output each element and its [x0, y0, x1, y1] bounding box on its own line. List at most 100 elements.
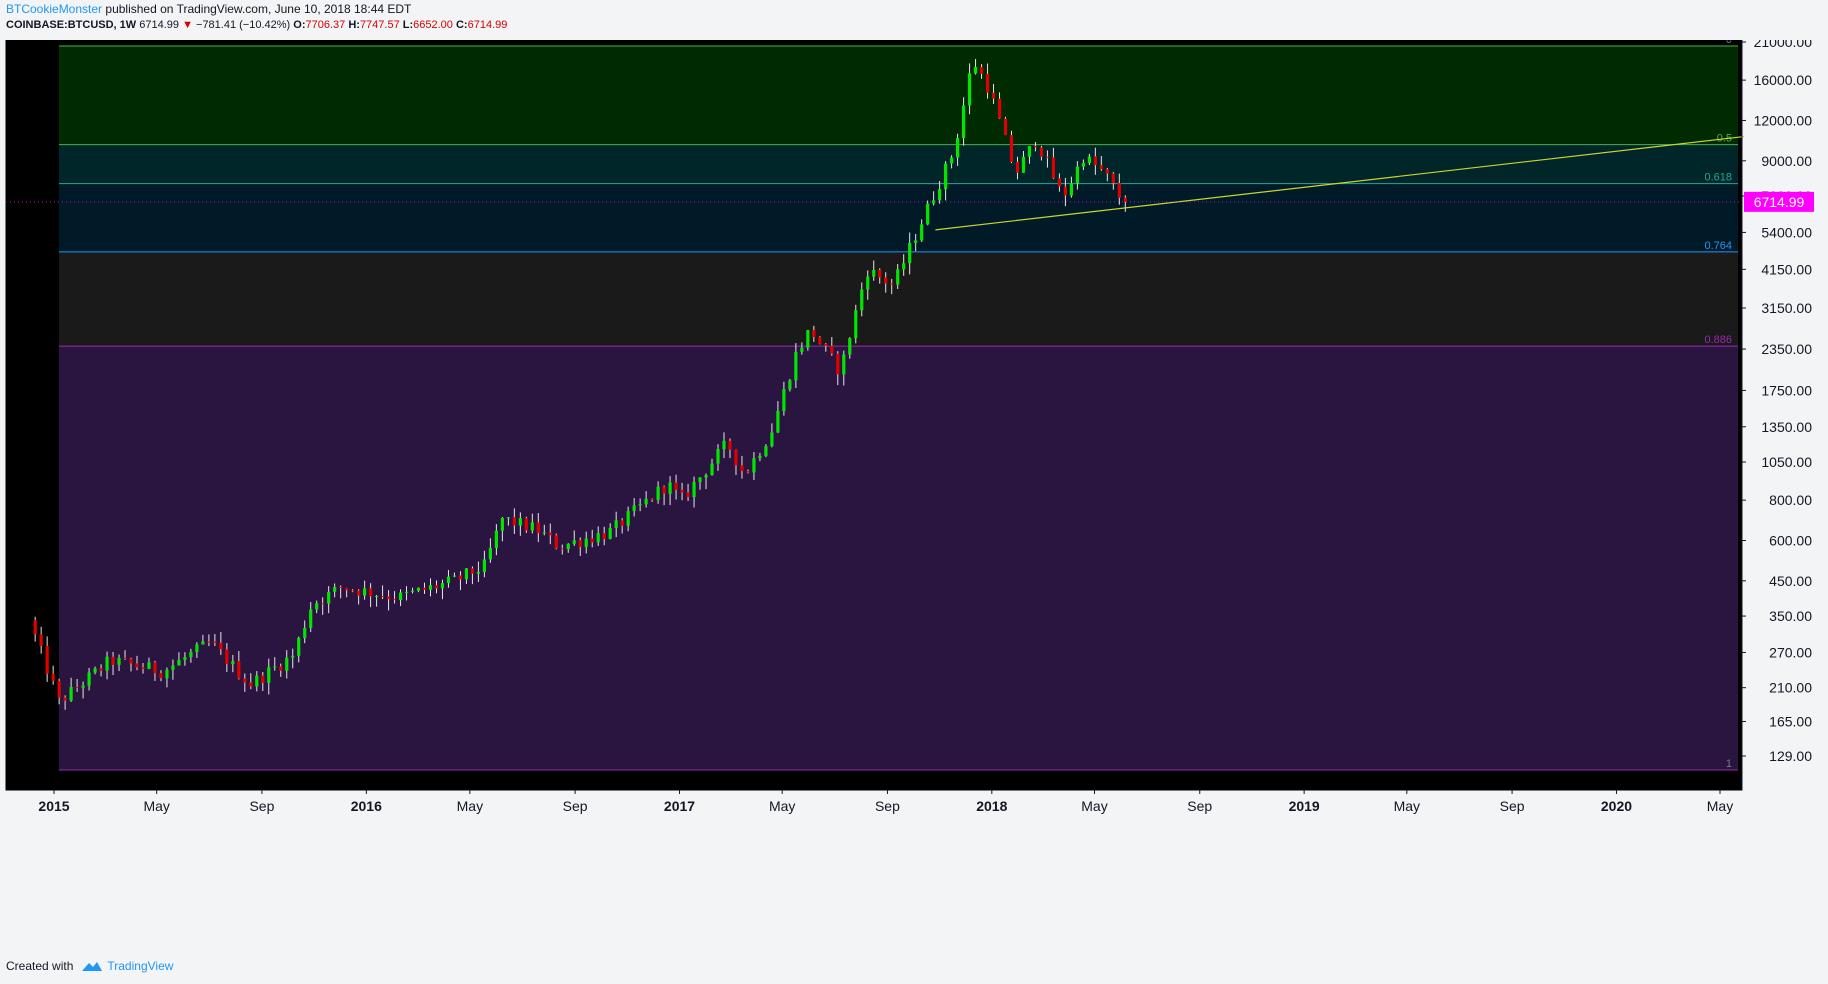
tradingview-logo-icon [82, 962, 103, 971]
candle-body [578, 540, 582, 547]
candle-body [758, 455, 762, 459]
candle-body [950, 157, 954, 164]
x-tick-label: May [1081, 798, 1107, 814]
candle-body [446, 576, 451, 584]
candle-body [81, 685, 85, 688]
candle-body [213, 641, 217, 643]
candle-body [668, 482, 672, 494]
x-tick-label: May [769, 798, 795, 814]
y-tick-label: 129.00 [1769, 748, 1812, 764]
candle-body [147, 662, 151, 669]
candle-body [99, 668, 103, 671]
candle-body [231, 661, 235, 665]
candle-body [920, 224, 924, 241]
candle-body [704, 475, 708, 478]
candle-body [626, 511, 630, 526]
candle-body [1087, 156, 1091, 164]
candle-body [261, 675, 265, 683]
candle-body [602, 533, 606, 539]
candle-body [117, 657, 121, 665]
candle-body [908, 242, 912, 264]
candle-body [740, 465, 744, 472]
x-tick-label: Sep [563, 798, 588, 814]
author-link[interactable]: BTCookieMonster [6, 2, 103, 16]
y-tick-label: 12000.00 [1754, 112, 1813, 128]
x-tick-label: 2017 [664, 798, 695, 814]
candle-body [93, 668, 97, 673]
x-tick-label: Sep [249, 798, 274, 814]
candle-body [656, 486, 660, 501]
candle-body [351, 590, 355, 592]
candle-body [800, 347, 804, 353]
change-arrow-icon: ▼ [182, 19, 193, 31]
x-tick-label: 2019 [1289, 798, 1320, 814]
symbol-label[interactable]: COINBASE:BTCUSD, 1W [6, 19, 137, 31]
candle-body [111, 656, 115, 665]
candle-body [518, 518, 522, 526]
y-tick-label: 3150.00 [1761, 300, 1812, 316]
candle-body [189, 652, 193, 658]
candle-body [1015, 161, 1020, 173]
candle-body [1003, 118, 1008, 136]
candle-body [368, 588, 373, 597]
candle-body [854, 310, 858, 339]
last-price: 6714.99 [139, 19, 179, 31]
candle-body [979, 66, 984, 74]
candle-body [303, 627, 307, 639]
y-tick-label: 4150.00 [1761, 261, 1812, 277]
close-value: 6714.99 [467, 19, 508, 31]
candle-body [662, 486, 666, 494]
candle-body [410, 590, 415, 592]
candle-body [842, 354, 846, 375]
candle-body [374, 596, 379, 598]
x-tick-label: 2018 [976, 798, 1007, 814]
candle-body [632, 505, 636, 512]
candle-body [165, 669, 169, 679]
candle-body [476, 571, 481, 574]
candle-body [644, 498, 648, 505]
candle-body [363, 588, 367, 596]
candle-body [273, 666, 277, 668]
x-axis: 2015 May Sep 2016 May Sep 2017 May Sep 2018 May Sep… [38, 790, 1733, 814]
x-tick-label: May [457, 798, 483, 814]
candle-body [315, 603, 319, 610]
candle-body [345, 587, 349, 591]
candle-body [590, 538, 594, 543]
high-label: H: [348, 19, 360, 31]
candle-body [207, 641, 211, 643]
candle-body [1009, 135, 1014, 162]
candle-body [39, 634, 43, 646]
candle-body [955, 138, 960, 158]
candle-body [57, 680, 61, 698]
tradingview-link[interactable]: TradingView [81, 959, 173, 973]
candle-body [896, 269, 900, 285]
candle-body [1039, 147, 1044, 157]
candle-body [428, 585, 433, 590]
candle-body [866, 276, 870, 290]
candle-body [452, 575, 457, 577]
candle-body [524, 518, 528, 531]
candle-body [991, 92, 996, 99]
candle-body [746, 471, 750, 473]
candle-body [1069, 183, 1073, 196]
candle-body [614, 520, 618, 528]
candle-body [159, 673, 163, 679]
candle-body [105, 656, 109, 671]
x-tick-label: 2020 [1601, 798, 1632, 814]
candle-body [75, 686, 79, 688]
candle-body [482, 559, 487, 572]
candle-body [123, 657, 127, 659]
candle-body [129, 658, 133, 664]
fib-zone [59, 346, 1738, 770]
footer: Created with TradingView [6, 959, 173, 973]
candle-body [45, 645, 49, 674]
candle-body [542, 532, 546, 534]
candle-body [716, 449, 720, 464]
candle-body [596, 533, 600, 543]
price-chart[interactable]: 00.50.6180.7640.886121000.0016000.001200… [0, 40, 1828, 950]
candle-body [985, 73, 990, 93]
y-tick-label: 350.00 [1769, 608, 1812, 624]
candle-body [722, 440, 726, 450]
publish-info: published on TradingView.com, June 10, 2… [105, 2, 412, 16]
candle-body [33, 620, 37, 635]
